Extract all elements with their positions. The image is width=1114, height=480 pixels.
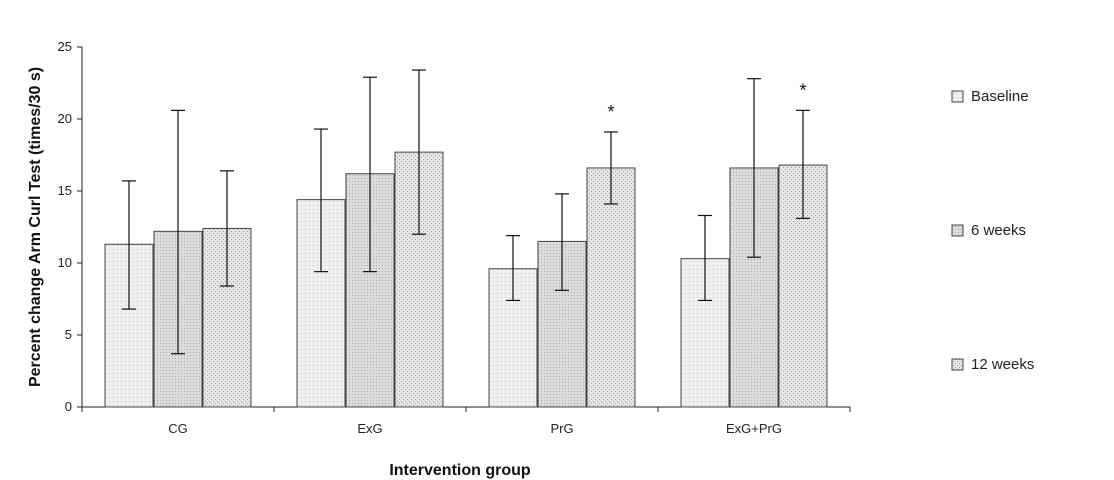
y-tick-label: 15 <box>58 183 72 198</box>
legend-swatch <box>951 224 964 237</box>
y-axis-title: Percent change Arm Curl Test (times/30 s… <box>27 67 44 387</box>
x-tick-label: ExG+PrG <box>726 421 782 436</box>
legend-label: Baseline <box>971 88 1029 105</box>
legend: Baseline 6 weeks 12 weeks <box>951 88 1034 373</box>
legend-swatch <box>951 90 964 103</box>
significance-marker: * <box>799 80 806 100</box>
x-axis-title: Intervention group <box>389 462 531 479</box>
significance-marker: * <box>607 102 614 122</box>
legend-swatch <box>951 358 964 371</box>
legend-label: 12 weeks <box>971 356 1034 373</box>
y-tick-label: 10 <box>58 255 72 270</box>
y-tick-label: 5 <box>65 327 72 342</box>
y-tick-label: 0 <box>65 399 72 414</box>
y-tick-label: 20 <box>58 111 72 126</box>
x-tick-label: PrG <box>550 421 573 436</box>
x-tick-label: CG <box>168 421 188 436</box>
bar-12-weeks-prg <box>586 167 636 408</box>
y-tick-label: 25 <box>58 39 72 54</box>
plot-area: 0 5 10 15 20 25 CG ExG PrG ExG+PrG * * <box>58 39 851 436</box>
x-tick-label: ExG <box>357 421 382 436</box>
legend-label: 6 weeks <box>971 222 1026 239</box>
